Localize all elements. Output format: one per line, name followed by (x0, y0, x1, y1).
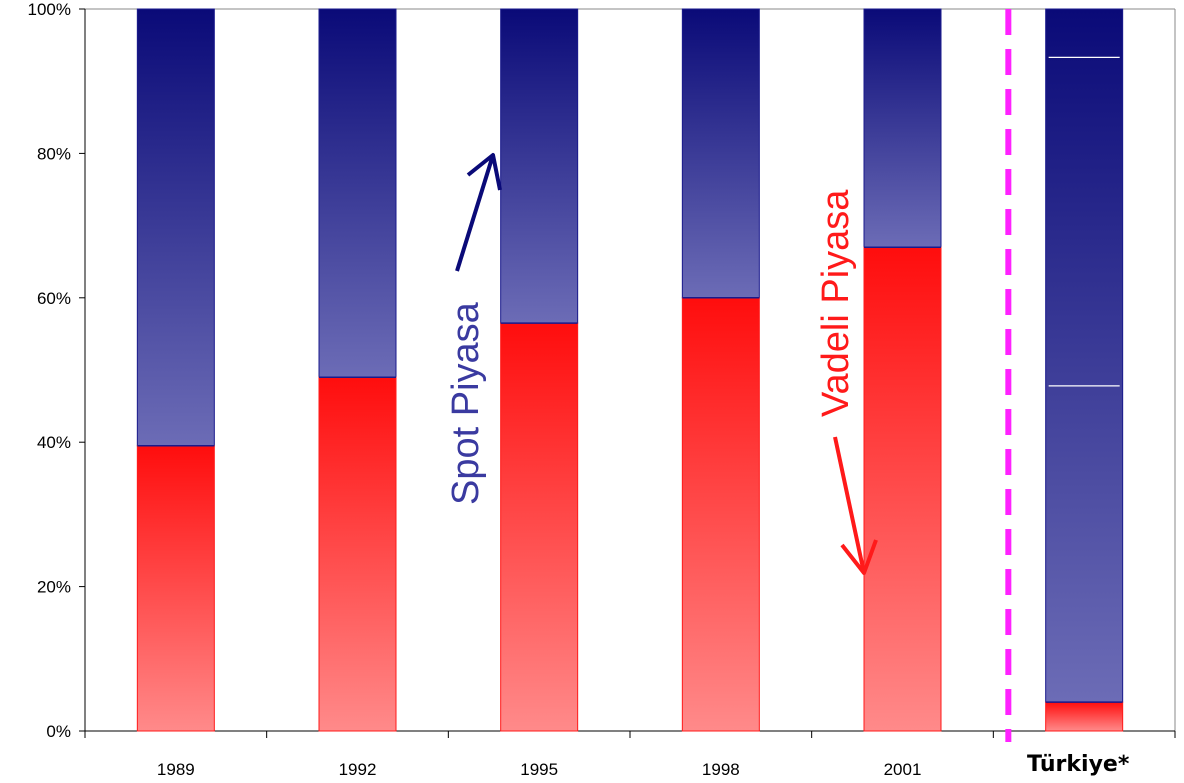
y-tick-label: 20% (37, 578, 71, 597)
y-tick-label: 60% (37, 289, 71, 308)
spot-arrow-head (466, 153, 502, 191)
spot-arrow-shaft (455, 154, 495, 272)
spot-bar-segment (681, 8, 760, 299)
vadeli-bar-segment (863, 246, 942, 732)
x-tick-label: 1992 (339, 760, 377, 779)
x-tick-label: 1998 (702, 760, 740, 779)
x-tick-label: 2001 (884, 760, 922, 779)
x-tick-label: 1989 (157, 760, 195, 779)
vadeli-arrow-head (840, 539, 878, 575)
spot-bar-segment (136, 8, 215, 447)
y-tick-label: 100% (28, 0, 71, 19)
vadeli-bar-segment (500, 322, 579, 732)
spot-label: Spot Piyasa (445, 301, 487, 505)
vadeli-label: Vadeli Piyasa (815, 189, 857, 417)
vadeli-annotation: Vadeli Piyasa (815, 189, 878, 575)
y-tick-label: 80% (37, 144, 71, 163)
bars (136, 8, 1124, 732)
x-tick-label: 1995 (520, 760, 558, 779)
y-tick-label: 0% (46, 722, 71, 741)
spot-bar-segment (1045, 8, 1124, 703)
spot-bar-segment (318, 8, 397, 378)
vadeli-bar-segment (136, 445, 215, 732)
x-tick-label: Türkiye* (1027, 752, 1130, 777)
vadeli-arrow-shaft (833, 436, 866, 574)
y-tick-label: 40% (37, 433, 71, 452)
axes: 0% 20% 40% 60% 80% 100% 1989 1992 1995 1998 2001 Tü… (28, 0, 1176, 779)
spot-bar-segment (863, 8, 942, 248)
spot-annotation: Spot Piyasa (445, 153, 502, 505)
vadeli-bar-segment (1045, 701, 1124, 732)
vadeli-bar-segment (681, 297, 760, 732)
spot-bar-segment (500, 8, 579, 324)
vadeli-bar-segment (318, 376, 397, 732)
